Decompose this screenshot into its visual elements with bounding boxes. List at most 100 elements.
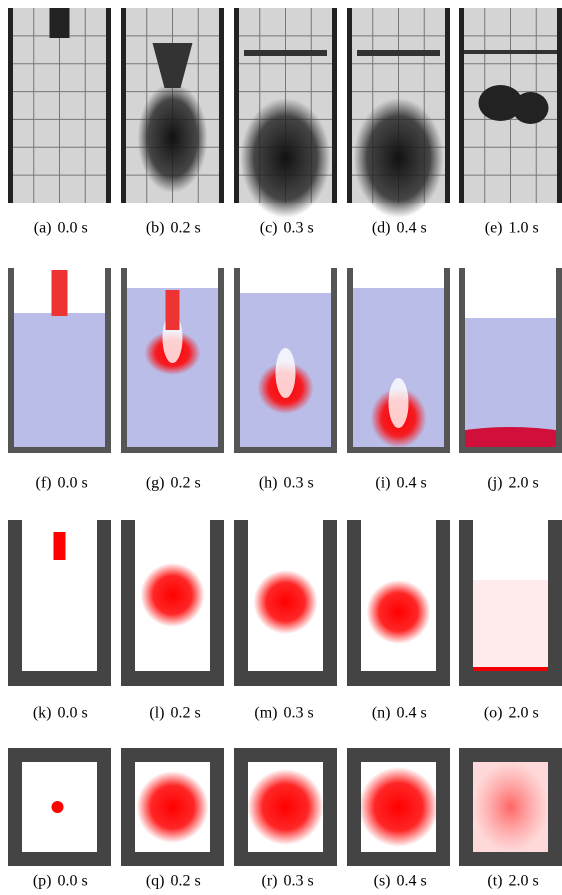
wall (8, 671, 111, 686)
panel-label: (h) (259, 475, 278, 492)
wall (8, 8, 13, 203)
surface (357, 50, 440, 56)
wall (234, 748, 248, 866)
panel-label: (a) (34, 220, 52, 237)
wall (121, 8, 126, 203)
surface (244, 50, 327, 56)
wall (234, 852, 337, 866)
wall (347, 852, 450, 866)
wall (8, 748, 22, 866)
wall (219, 8, 224, 203)
wall (436, 520, 450, 686)
particles (473, 667, 548, 671)
wall (347, 8, 352, 203)
wall (234, 671, 337, 686)
panel-time: 0.0 s (58, 475, 88, 492)
wall (121, 748, 224, 762)
splash (138, 83, 208, 193)
wall (97, 748, 111, 866)
panel-label: (f) (36, 475, 52, 492)
plume (513, 92, 549, 124)
wall (234, 268, 240, 453)
solid (52, 270, 68, 316)
wall (459, 520, 473, 686)
wall (234, 520, 248, 686)
wall (121, 671, 224, 686)
wall (445, 8, 450, 203)
wall (121, 268, 127, 453)
panel-time: 0.2 s (171, 705, 201, 722)
panel-time: 0.0 s (58, 873, 88, 890)
wall (234, 8, 239, 203)
panel-time: 0.2 s (171, 220, 201, 237)
particles (473, 762, 548, 852)
panel-label: (r) (262, 873, 278, 890)
wall (444, 268, 450, 453)
panel-label: (l) (149, 705, 164, 722)
panel-time: 2.0 s (509, 475, 539, 492)
wall (121, 447, 224, 453)
wall (347, 748, 450, 762)
wall (8, 268, 14, 453)
panel-time: 0.4 s (397, 705, 427, 722)
panel-label: (o) (484, 705, 503, 722)
wall (121, 852, 224, 866)
splash (241, 98, 331, 218)
wall (347, 748, 361, 866)
wall (548, 520, 562, 686)
wall (556, 268, 562, 453)
panel-label: (s) (374, 873, 391, 890)
wall (332, 8, 337, 203)
wall (8, 447, 111, 453)
wall (459, 447, 562, 453)
wall (436, 748, 450, 866)
gap (276, 348, 296, 398)
panel-label: (b) (146, 220, 165, 237)
wall (210, 748, 224, 866)
panel-time: 0.4 s (397, 220, 427, 237)
wall (347, 268, 353, 453)
wall (97, 520, 111, 686)
panel-label: (p) (33, 873, 52, 890)
panel-time: 0.2 s (171, 475, 201, 492)
figure: (a)0.0 s(b)0.2 s(c)0.3 s(d)0.4 s(e)1.0 s… (0, 0, 562, 895)
panel-label: (k) (33, 705, 52, 722)
panel-label: (m) (254, 705, 277, 722)
particles (254, 570, 318, 634)
wall (459, 852, 562, 866)
wall (323, 520, 337, 686)
panel-time: 0.4 s (397, 873, 427, 890)
wall (234, 447, 337, 453)
panel-label: (q) (146, 873, 165, 890)
particles (359, 767, 439, 847)
panel-time: 0.3 s (284, 475, 314, 492)
panel-label: (c) (260, 220, 278, 237)
particles (137, 771, 209, 843)
wall (323, 748, 337, 866)
panel-time: 0.0 s (58, 705, 88, 722)
wall (105, 268, 111, 453)
wall (234, 748, 337, 762)
wall (557, 8, 562, 203)
wall (8, 748, 111, 762)
wall (218, 268, 224, 453)
wall (347, 520, 361, 686)
wall (459, 268, 465, 453)
gap (389, 378, 409, 428)
particles (367, 580, 431, 644)
wall (347, 671, 450, 686)
jet (50, 8, 70, 38)
particles (54, 532, 66, 560)
particles (52, 801, 64, 813)
sediment (459, 427, 562, 447)
wall (459, 748, 562, 762)
panel-label: (e) (485, 220, 503, 237)
panel-label: (n) (372, 705, 391, 722)
panel-label: (j) (487, 475, 502, 492)
particles (248, 769, 324, 845)
panel-time: 2.0 s (509, 705, 539, 722)
panel-time: 0.3 s (284, 873, 314, 890)
wall (121, 748, 135, 866)
panel-time: 2.0 s (509, 873, 539, 890)
wall (8, 852, 111, 866)
